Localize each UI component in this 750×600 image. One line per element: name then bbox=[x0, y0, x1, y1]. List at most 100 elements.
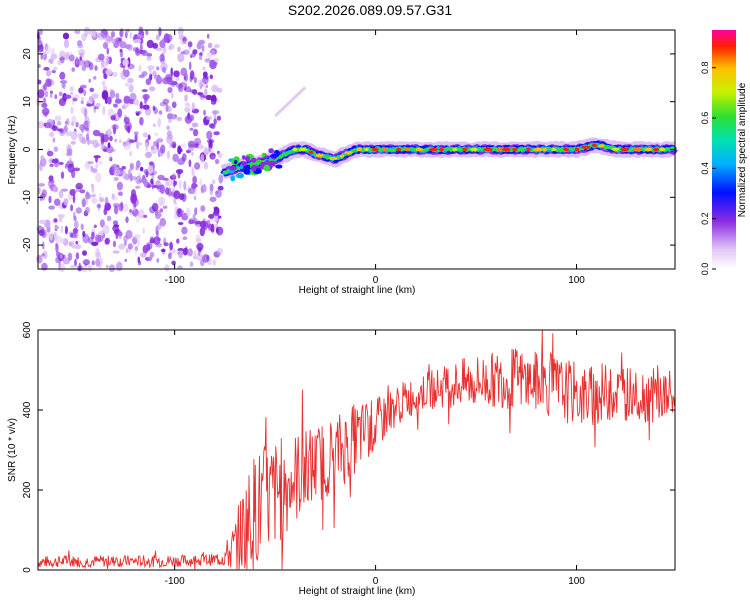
noise-blob bbox=[128, 84, 134, 93]
signal-hotspot bbox=[308, 150, 314, 154]
noise-blob bbox=[192, 49, 198, 55]
noise-blob bbox=[127, 243, 133, 250]
noise-blob bbox=[43, 67, 50, 71]
noise-blob bbox=[162, 98, 170, 105]
signal-hotspot bbox=[533, 147, 543, 152]
noise-blob bbox=[114, 103, 119, 109]
noise-blob bbox=[125, 125, 130, 133]
noise-blob bbox=[178, 148, 183, 153]
noise-blob bbox=[124, 258, 127, 262]
signal-hotspot bbox=[574, 147, 580, 151]
noise-blob bbox=[139, 166, 144, 172]
noise-blob bbox=[84, 263, 88, 267]
noise-blob bbox=[189, 127, 194, 131]
noise-blob bbox=[48, 132, 55, 137]
noise-blob bbox=[112, 225, 119, 232]
noise-blob bbox=[46, 150, 54, 157]
noise-blob bbox=[180, 67, 188, 77]
noise-blob bbox=[141, 71, 148, 77]
noise-blob bbox=[49, 125, 56, 129]
spec-ytick-label: 20 bbox=[22, 48, 33, 60]
noise-blob bbox=[58, 190, 64, 199]
noise-blob bbox=[78, 262, 82, 272]
noise-blob bbox=[216, 115, 222, 121]
noise-blob bbox=[134, 133, 138, 143]
figure-title: S202.2026.089.09.57.G31 bbox=[288, 2, 452, 18]
noise-blob bbox=[71, 121, 74, 127]
noise-blob bbox=[184, 94, 188, 102]
noise-blob bbox=[171, 173, 176, 179]
noise-blob bbox=[82, 230, 86, 238]
noise-blob bbox=[109, 135, 113, 142]
noise-blob bbox=[171, 101, 177, 109]
noise-blob bbox=[140, 252, 147, 258]
spec-ytick-label: -20 bbox=[22, 237, 33, 252]
noise-blob bbox=[37, 64, 41, 68]
noise-blob bbox=[91, 93, 99, 99]
noise-blob bbox=[81, 198, 86, 208]
noise-blob bbox=[213, 110, 217, 119]
colorbar-gradient bbox=[712, 30, 736, 269]
noise-blob bbox=[75, 207, 83, 214]
noise-blob bbox=[178, 208, 181, 215]
noise-blob bbox=[95, 163, 99, 169]
noise-blob bbox=[94, 106, 99, 110]
noise-blob bbox=[143, 94, 148, 105]
noise-blob bbox=[79, 56, 82, 61]
noise-blob bbox=[203, 109, 206, 116]
noise-blob bbox=[60, 171, 65, 179]
noise-blob bbox=[182, 37, 188, 42]
spec-ytick-label: 0 bbox=[22, 146, 33, 152]
noise-blob bbox=[182, 79, 186, 89]
noise-blob bbox=[102, 105, 106, 116]
noise-blob bbox=[111, 38, 116, 44]
noise-blob bbox=[37, 121, 44, 129]
noise-blob bbox=[119, 41, 122, 47]
noise-blob bbox=[142, 132, 149, 138]
signal-blob bbox=[242, 155, 246, 160]
noise-blob bbox=[183, 180, 187, 191]
noise-blob bbox=[171, 141, 177, 149]
noise-blob bbox=[64, 53, 70, 61]
noise-blob bbox=[78, 59, 86, 66]
noise-blob bbox=[210, 155, 216, 160]
noise-blob bbox=[199, 178, 203, 187]
noise-blob bbox=[73, 167, 81, 172]
signal-blob bbox=[251, 164, 257, 172]
noise-blob bbox=[189, 76, 193, 83]
noise-blob bbox=[184, 102, 190, 106]
noise-blob bbox=[51, 70, 56, 74]
noise-blob bbox=[49, 163, 54, 167]
noise-blob bbox=[69, 264, 77, 269]
noise-blob bbox=[58, 91, 63, 97]
noise-blob bbox=[75, 121, 79, 128]
noise-blob bbox=[191, 166, 194, 176]
noise-blob bbox=[206, 33, 210, 39]
snr-panel: -100 0 100 0 200 400 600 Height of straight li… bbox=[7, 321, 676, 597]
noise-blob bbox=[210, 101, 217, 105]
noise-blob bbox=[71, 67, 75, 72]
snr-ytick-label: 200 bbox=[22, 481, 33, 498]
noise-blob bbox=[64, 225, 68, 235]
noise-blob bbox=[85, 133, 89, 141]
colorbar-tick-label: 0.0 bbox=[700, 263, 710, 276]
noise-blob bbox=[52, 137, 56, 143]
noise-blob bbox=[102, 42, 109, 49]
snr-xtick-label: 100 bbox=[568, 576, 585, 587]
signal-hotspot bbox=[632, 147, 643, 152]
noise-blob bbox=[37, 89, 45, 99]
signal-hotspot bbox=[598, 144, 605, 148]
noise-blob bbox=[93, 224, 97, 229]
snr-xtick-label: -100 bbox=[165, 576, 185, 587]
colorbar-tick-label: 0.2 bbox=[700, 212, 710, 225]
noise-blob bbox=[204, 146, 208, 153]
faint-streak bbox=[274, 86, 307, 118]
spectrogram-noise-region bbox=[36, 26, 307, 273]
noise-blob bbox=[115, 229, 119, 240]
noise-blob bbox=[74, 188, 81, 193]
noise-blob bbox=[214, 44, 220, 49]
noise-blob bbox=[83, 108, 88, 118]
noise-blob bbox=[89, 87, 95, 93]
noise-blob bbox=[202, 71, 208, 78]
noise-blob bbox=[197, 92, 202, 96]
